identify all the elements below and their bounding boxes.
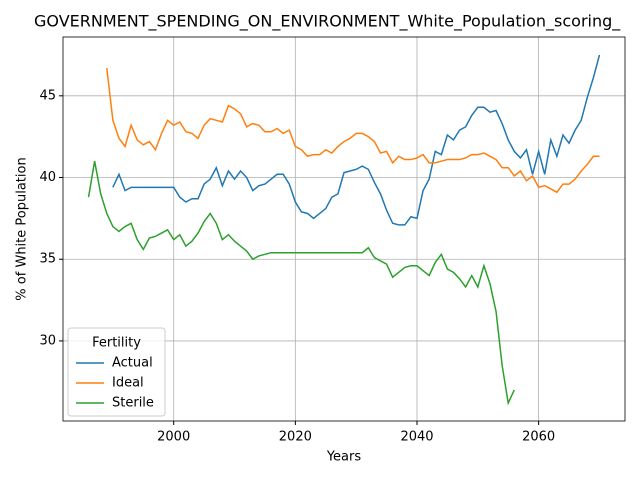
plot-frame (62, 36, 626, 422)
y-tick-label: 30 (39, 333, 56, 348)
x-tick-label: 2000 (157, 430, 190, 445)
chart-title: GOVERNMENT_SPENDING_ON_ENVIRONMENT_White… (34, 12, 621, 32)
data-line (87, 161, 515, 406)
data-line (112, 54, 601, 226)
y-tick-label: 40 (39, 170, 56, 185)
y-axis-label: % of White Population (15, 157, 30, 300)
legend-label: Ideal (112, 376, 144, 391)
x-axis-label: Years (326, 450, 362, 465)
legend-label: Sterile (112, 396, 154, 411)
x-tick-label: 2020 (279, 430, 312, 445)
x-tick-label: 2060 (522, 430, 555, 445)
legend-title: Fertility (92, 336, 141, 351)
legend-label: Actual (112, 356, 153, 371)
legend-box (67, 327, 166, 417)
data-line (106, 67, 600, 194)
x-tick-label: 2040 (400, 430, 433, 445)
y-tick-label: 45 (39, 88, 56, 103)
y-tick-label: 35 (39, 252, 56, 267)
